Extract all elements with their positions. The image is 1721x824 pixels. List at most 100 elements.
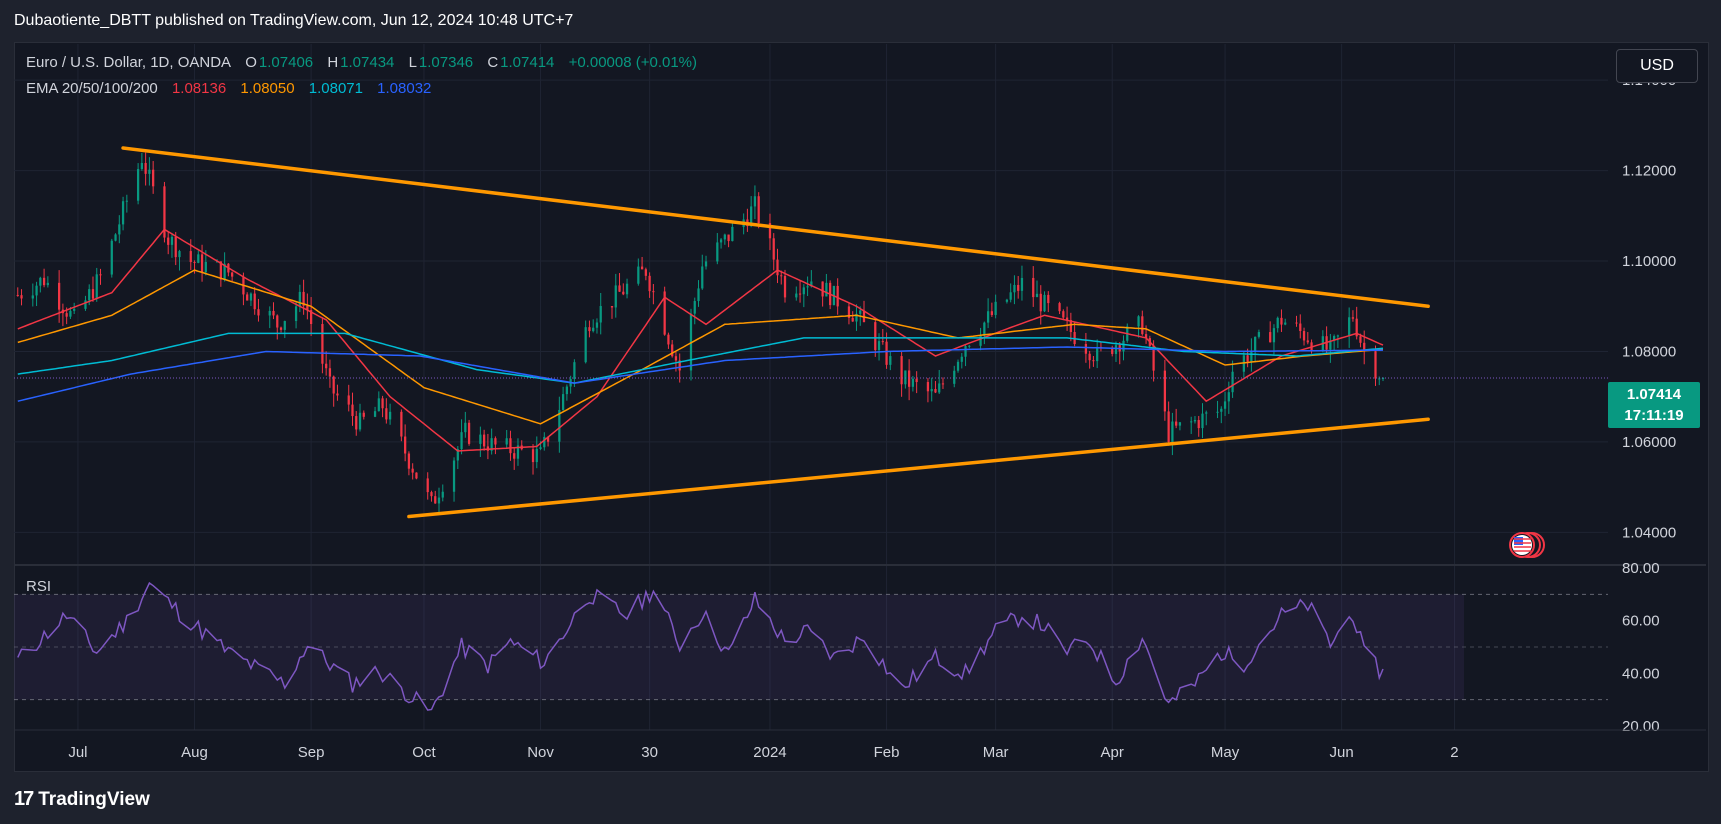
candle-body <box>1088 353 1091 361</box>
candle <box>407 451 411 476</box>
candle <box>1065 306 1069 331</box>
candle <box>697 280 700 307</box>
x-tick-label: Apr <box>1101 744 1124 761</box>
candle <box>1336 334 1340 349</box>
candle <box>505 429 508 450</box>
candle-body <box>246 294 249 301</box>
rsi-title[interactable]: RSI <box>26 578 52 595</box>
candle <box>1351 310 1355 322</box>
candle-body <box>802 287 805 295</box>
candle-body <box>618 285 621 292</box>
trendline-lower <box>407 417 1430 519</box>
candle-body <box>1227 392 1230 402</box>
candle-body <box>355 416 358 430</box>
candle-body <box>114 234 117 241</box>
currency-button[interactable]: USD <box>1616 49 1698 83</box>
candle <box>1332 334 1336 351</box>
candle-body <box>674 356 678 361</box>
candle <box>272 302 275 320</box>
candle-body <box>1351 317 1355 319</box>
candle <box>144 152 147 186</box>
candle <box>983 321 986 345</box>
candle-body <box>163 186 166 238</box>
candle-body <box>625 283 629 295</box>
candle-body <box>1306 340 1309 343</box>
candle <box>441 484 444 502</box>
candle <box>452 457 456 502</box>
candle-body <box>430 492 433 497</box>
candle-body <box>723 234 726 240</box>
candle <box>1329 333 1332 363</box>
candle-body <box>204 261 207 273</box>
candle-body <box>110 240 113 275</box>
candle <box>968 344 971 349</box>
candle-body <box>539 447 542 449</box>
candle <box>1374 345 1377 386</box>
last-price-label: 1.07414 17:11:19 <box>1608 382 1700 428</box>
candle-body <box>930 389 933 392</box>
ema100-value: 1.08071 <box>308 80 363 97</box>
candle <box>1020 265 1024 301</box>
candle <box>170 233 174 258</box>
candle <box>1272 324 1276 356</box>
high-value: 1.07434 <box>340 54 395 71</box>
candle <box>385 398 388 424</box>
candle <box>253 287 256 315</box>
candle <box>964 344 967 367</box>
candle <box>783 269 787 303</box>
candle-body <box>1284 322 1287 325</box>
ema200-line <box>17 346 1384 402</box>
ema20-line <box>17 228 1384 452</box>
x-tick-label: 30 <box>641 744 658 761</box>
candle <box>610 305 614 319</box>
candle <box>836 278 839 315</box>
change-value: +0.00008 (+0.01%) <box>568 54 698 71</box>
candle-body <box>1039 293 1042 312</box>
chart-frame[interactable] <box>14 42 1709 772</box>
candle-body <box>885 341 888 365</box>
candle <box>1043 291 1046 313</box>
candle-body <box>904 370 907 385</box>
candle <box>1325 326 1328 354</box>
candle <box>430 490 433 502</box>
close-label: C <box>487 54 499 71</box>
candle <box>483 429 486 451</box>
candle <box>531 444 535 475</box>
candle <box>490 428 493 455</box>
candle-body <box>693 301 696 314</box>
candle <box>1013 275 1016 305</box>
us-flag-icon <box>1509 532 1545 558</box>
candle-body <box>178 251 181 258</box>
candle-body <box>91 289 95 299</box>
candle <box>509 430 512 461</box>
candle-body <box>821 281 824 297</box>
candle <box>926 378 930 403</box>
open-label: O <box>245 54 257 71</box>
candle <box>1118 342 1121 365</box>
candles <box>16 152 1385 515</box>
ema-title[interactable]: EMA 20/50/100/200 <box>26 80 158 97</box>
candle-body <box>573 362 576 380</box>
candle <box>58 270 61 323</box>
candle-body <box>783 275 787 298</box>
candle-body <box>592 327 595 332</box>
candle <box>757 192 760 229</box>
candle-body <box>1013 284 1016 293</box>
candle-body <box>249 293 253 301</box>
candle <box>279 326 283 333</box>
symbol-title[interactable]: Euro / U.S. Dollar, 1D, OANDA <box>26 54 232 71</box>
candle <box>377 391 380 412</box>
candle <box>810 270 813 288</box>
candle <box>1321 330 1324 353</box>
candle-body <box>1257 332 1261 337</box>
candle-body <box>986 311 990 323</box>
candle-body <box>1336 335 1340 337</box>
candle <box>456 446 459 470</box>
tradingview-logo[interactable]: 17 TradingView <box>14 788 150 811</box>
candle <box>174 231 177 266</box>
candle-body <box>757 196 760 224</box>
x-tick-label: Mar <box>983 744 1009 761</box>
candle-body <box>731 226 734 242</box>
candle <box>1231 360 1234 398</box>
